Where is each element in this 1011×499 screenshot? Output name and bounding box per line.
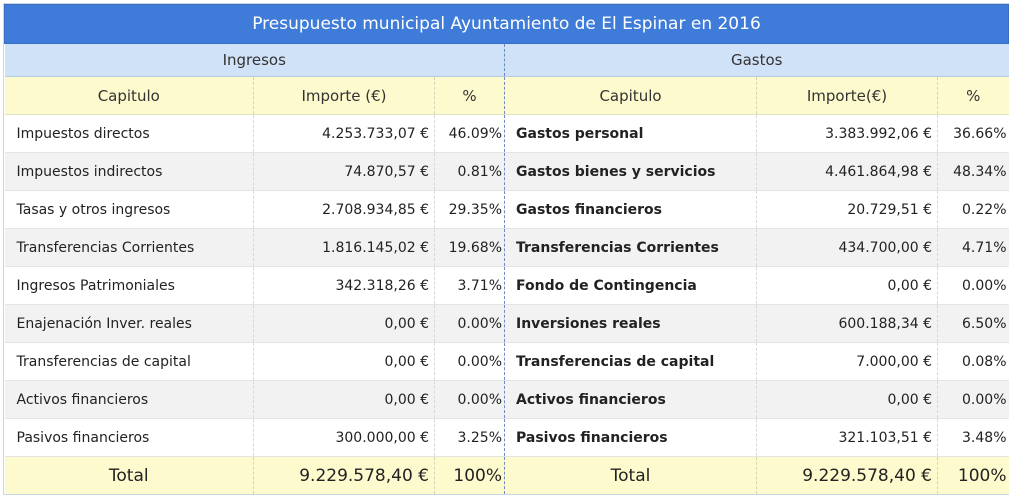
expense-percent-cell: 3.48%	[937, 418, 1009, 457]
expense-total-label: Total	[504, 456, 757, 494]
income-total-label: Total	[4, 456, 254, 494]
expense-chapter-cell: Activos financieros	[504, 380, 757, 419]
expense-amount-cell: 600.188,34 €	[756, 304, 938, 343]
income-percent-cell: 0.00%	[434, 380, 505, 419]
expense-percent-cell: 0.00%	[937, 380, 1009, 419]
income-amount-cell: 2.708.934,85 €	[253, 190, 435, 229]
expenses-section-header: Gastos	[504, 43, 1009, 77]
expense-percent-header: %	[937, 76, 1009, 115]
page-title: Presupuesto municipal Ayuntamiento de El…	[4, 4, 1009, 44]
column-header-row: Capitulo Importe (€) % Capitulo Importe(…	[4, 76, 1009, 115]
expense-percent-cell: 48.34%	[937, 152, 1009, 191]
expense-chapter-cell: Inversiones reales	[504, 304, 757, 343]
expense-chapter-header: Capitulo	[504, 76, 757, 115]
expense-chapter-cell: Transferencias Corrientes	[504, 228, 757, 267]
income-section-header: Ingresos	[4, 43, 505, 77]
expense-amount-cell: 7.000,00 €	[756, 342, 938, 381]
expense-percent-cell: 6.50%	[937, 304, 1009, 343]
income-chapter-cell: Activos financieros	[4, 380, 254, 419]
total-row: Total 9.229.578,40 € 100% Total 9.229.57…	[4, 456, 1009, 494]
expense-amount-cell: 321.103,51 €	[756, 418, 938, 457]
budget-table: Presupuesto municipal Ayuntamiento de El…	[4, 4, 1009, 494]
expense-percent-cell: 0.22%	[937, 190, 1009, 229]
income-percent-cell: 3.71%	[434, 266, 505, 305]
expense-percent-cell: 0.00%	[937, 266, 1009, 305]
income-amount-cell: 0,00 €	[253, 304, 435, 343]
income-amount-cell: 342.318,26 €	[253, 266, 435, 305]
expense-chapter-cell: Gastos personal	[504, 114, 757, 153]
income-percent-cell: 46.09%	[434, 114, 505, 153]
table-row: Transferencias Corrientes 1.816.145,02 €1…	[4, 228, 1009, 267]
expense-amount-cell: 4.461.864,98 €	[756, 152, 938, 191]
income-chapter-header: Capitulo	[4, 76, 254, 115]
expense-amount-cell: 3.383.992,06 €	[756, 114, 938, 153]
income-chapter-cell: Pasivos financieros	[4, 418, 254, 457]
expense-percent-cell: 4.71%	[937, 228, 1009, 267]
table-row: Tasas y otros ingresos 2.708.934,85 €29.3…	[4, 190, 1009, 229]
table-row: Ingresos Patrimoniales 342.318,26 €3.71% F…	[4, 266, 1009, 305]
income-percent-cell: 19.68%	[434, 228, 505, 267]
income-amount-cell: 300.000,00 €	[253, 418, 435, 457]
income-total-amount: 9.229.578,40 €	[253, 456, 435, 494]
income-amount-cell: 0,00 €	[253, 380, 435, 419]
expense-total-amount: 9.229.578,40 €	[756, 456, 938, 494]
expense-chapter-cell: Gastos financieros	[504, 190, 757, 229]
table-foot: Total 9.229.578,40 € 100% Total 9.229.57…	[4, 456, 1009, 494]
table-row: Impuestos indirectos 74.870,57 €0.81% Gast…	[4, 152, 1009, 191]
expense-percent-cell: 36.66%	[937, 114, 1009, 153]
table-row: Impuestos directos 4.253.733,07 €46.09% Ga…	[4, 114, 1009, 153]
income-percent-cell: 0.00%	[434, 304, 505, 343]
table-head: Presupuesto municipal Ayuntamiento de El…	[4, 4, 1009, 115]
income-chapter-cell: Impuestos directos	[4, 114, 254, 153]
expense-chapter-cell: Pasivos financieros	[504, 418, 757, 457]
income-percent-cell: 0.00%	[434, 342, 505, 381]
expense-total-percent: 100%	[937, 456, 1009, 494]
income-amount-header: Importe (€)	[253, 76, 435, 115]
budget-table-container: Presupuesto municipal Ayuntamiento de El…	[3, 3, 1009, 495]
expense-chapter-cell: Fondo de Contingencia	[504, 266, 757, 305]
income-percent-cell: 0.81%	[434, 152, 505, 191]
table-body: Impuestos directos 4.253.733,07 €46.09% Ga…	[4, 114, 1009, 457]
expense-percent-cell: 0.08%	[937, 342, 1009, 381]
table-row: Transferencias de capital 0,00 €0.00% Tran…	[4, 342, 1009, 381]
table-row: Activos financieros 0,00 €0.00% Activos fi…	[4, 380, 1009, 419]
income-total-percent: 100%	[434, 456, 505, 494]
income-chapter-cell: Impuestos indirectos	[4, 152, 254, 191]
expense-amount-cell: 434.700,00 €	[756, 228, 938, 267]
income-chapter-cell: Enajenación Inver. reales	[4, 304, 254, 343]
income-chapter-cell: Transferencias Corrientes	[4, 228, 254, 267]
expense-amount-header: Importe(€)	[756, 76, 938, 115]
expense-amount-cell: 20.729,51 €	[756, 190, 938, 229]
income-amount-cell: 4.253.733,07 €	[253, 114, 435, 153]
expense-amount-cell: 0,00 €	[756, 266, 938, 305]
income-percent-header: %	[434, 76, 505, 115]
income-amount-cell: 1.816.145,02 €	[253, 228, 435, 267]
expense-chapter-cell: Gastos bienes y servicios	[504, 152, 757, 191]
income-amount-cell: 74.870,57 €	[253, 152, 435, 191]
table-row: Pasivos financieros 300.000,00 €3.25% Pasi…	[4, 418, 1009, 457]
income-chapter-cell: Ingresos Patrimoniales	[4, 266, 254, 305]
income-percent-cell: 29.35%	[434, 190, 505, 229]
expense-amount-cell: 0,00 €	[756, 380, 938, 419]
income-chapter-cell: Transferencias de capital	[4, 342, 254, 381]
expense-chapter-cell: Transferencias de capital	[504, 342, 757, 381]
income-amount-cell: 0,00 €	[253, 342, 435, 381]
income-percent-cell: 3.25%	[434, 418, 505, 457]
table-row: Enajenación Inver. reales 0,00 €0.00% Inve…	[4, 304, 1009, 343]
income-chapter-cell: Tasas y otros ingresos	[4, 190, 254, 229]
